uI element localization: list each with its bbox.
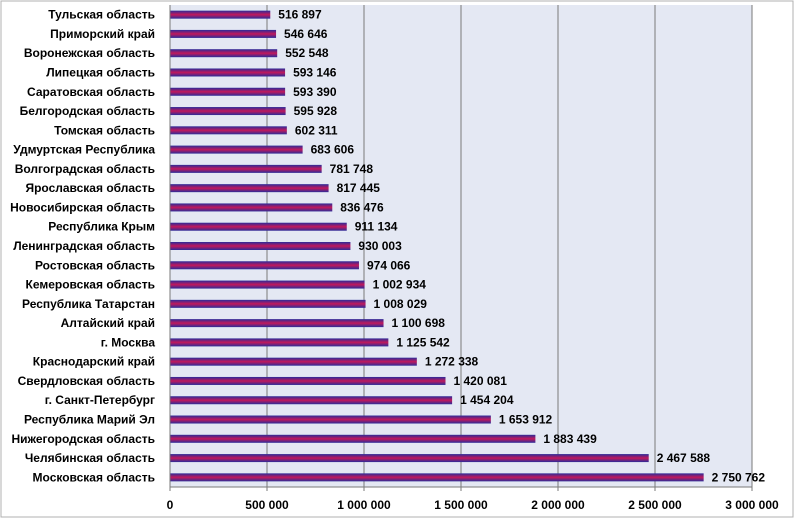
bar [170,126,287,135]
data-label: 546 646 [284,27,328,41]
category-label: Нижегородская область [11,432,155,446]
data-label: 602 311 [295,123,338,137]
data-label: 911 134 [355,220,398,234]
bar [170,454,649,463]
category-label: Удмуртская Республика [13,143,155,157]
data-label: 516 897 [278,8,322,22]
data-label: 1 272 338 [425,355,479,369]
x-tick-label: 2 000 000 [531,498,585,512]
data-label: 1 420 081 [453,374,507,388]
category-label: Липецкая область [46,65,155,79]
data-label: 1 125 542 [396,335,450,349]
category-label: Республика Марий Эл [24,413,155,427]
category-label: Краснодарский край [33,355,155,369]
data-label: 683 606 [311,143,355,157]
category-label: Приморский край [50,27,155,41]
bar [170,203,333,212]
data-label: 1 002 934 [373,278,427,292]
bar [170,473,704,482]
data-label: 1 454 204 [460,393,514,407]
data-label: 781 748 [330,162,374,176]
bars [170,10,704,482]
x-tick-label: 1 000 000 [337,498,391,512]
bar [170,242,351,250]
data-label: 817 445 [337,181,381,195]
category-label: Челябинская область [25,451,155,465]
x-axis-tick-labels: 0 500 000 1 000 000 1 500 000 2 000 000 2 500… [167,498,779,512]
bar [170,68,286,77]
x-tick-label: 1 500 000 [434,498,488,512]
category-label: Волгоградская область [15,162,155,176]
category-labels: Тульская область Приморский край Воронежск… [10,8,155,485]
bar [170,299,366,308]
category-label: Кемеровская область [26,278,156,292]
category-label: Саратовская область [27,85,155,99]
bar [170,319,384,328]
bar [170,376,446,385]
data-label: 1 100 698 [392,316,446,330]
data-label: 2 467 588 [657,451,711,465]
category-label: Республика Татарстан [22,297,155,311]
bar [170,164,322,173]
data-label: 2 750 762 [712,470,766,484]
category-label: Московская область [33,470,155,484]
bar [170,184,329,193]
data-label: 836 476 [340,200,384,214]
bar [170,107,286,116]
category-label: Алтайский край [61,316,155,330]
bar [170,222,347,231]
value-labels: 516 897 546 646 552 548 593 146 593 390 595 9… [278,8,765,485]
bar [170,145,303,154]
x-tick-label: 2 500 000 [628,498,682,512]
category-label: Свердловская область [18,374,155,388]
data-label: 974 066 [367,258,411,272]
bar [170,357,417,366]
category-label: Ростовская область [35,258,155,272]
bar [170,49,278,58]
data-label: 552 548 [285,46,329,60]
category-label: Ярославская область [25,181,155,195]
category-label: Белгородская область [20,104,155,118]
x-tick-label: 0 [167,498,174,512]
category-label: г. Санкт-Петербург [45,393,155,407]
data-label: 1 883 439 [543,432,597,446]
category-label: Тульская область [48,8,155,22]
bar [170,280,365,289]
bar [170,415,491,424]
bar [170,261,359,270]
bar [170,396,453,405]
data-label: 1 653 912 [499,413,553,427]
bar [170,87,286,96]
bar [170,338,389,347]
category-label: Воронежская область [24,46,155,60]
bar [170,10,271,19]
data-label: 930 003 [358,239,402,253]
data-label: 593 390 [293,85,337,99]
bar [170,29,277,38]
category-label: Ленинградская область [13,239,155,253]
data-label: 593 146 [293,65,337,79]
category-label: Томская область [54,123,155,137]
x-tick-label: 500 000 [245,498,289,512]
category-label: Республика Крым [48,220,155,234]
bar [170,434,536,443]
category-label: Новосибирская область [10,200,155,214]
x-tick-label: 3 000 000 [725,498,779,512]
category-label: г. Москва [101,335,156,349]
data-label: 1 008 029 [374,297,428,311]
data-label: 595 928 [294,104,338,118]
